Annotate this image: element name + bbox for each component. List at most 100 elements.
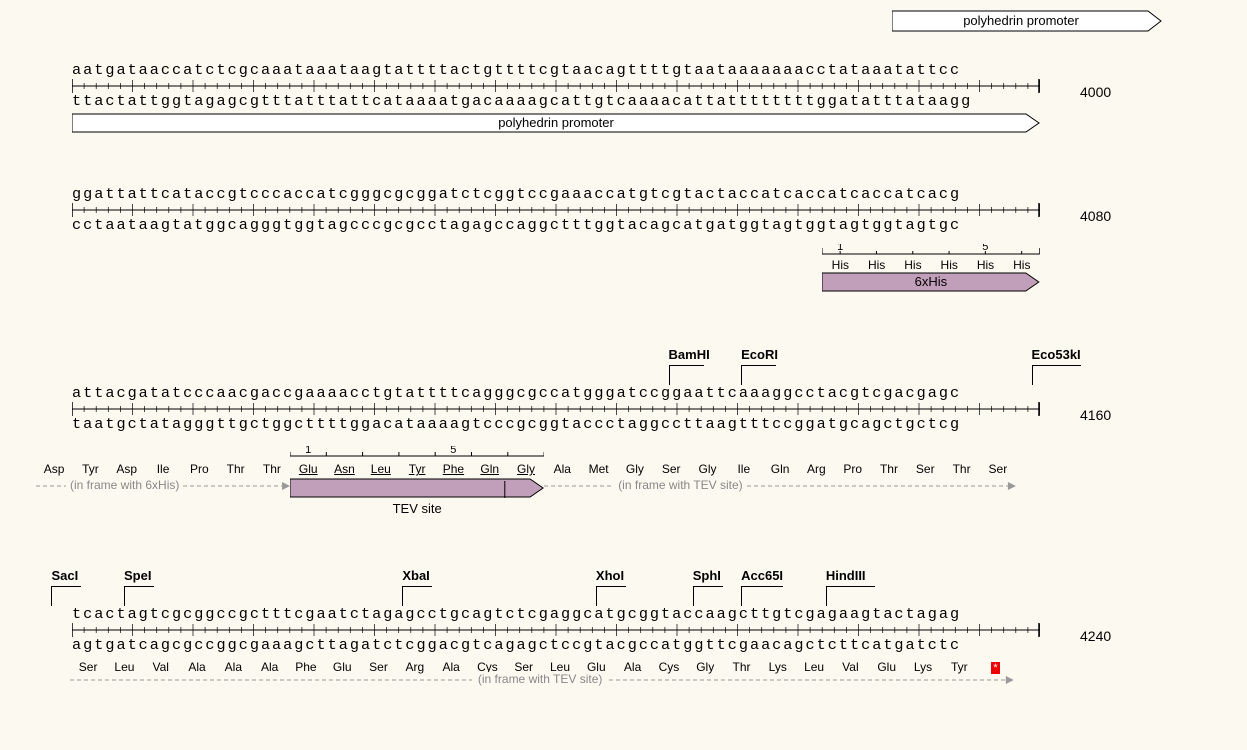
sequence-row: BamHI EcoRI Eco53kI attacgatatcccaacgaccgaa… — [20, 345, 1227, 516]
enzyme-underline — [402, 586, 432, 587]
enzyme-label: SphI — [693, 568, 721, 583]
aa-residue: Ser — [907, 462, 943, 476]
aa-residue: Gly — [689, 462, 725, 476]
aa-residue: Gln — [472, 462, 508, 476]
aa-residue: Asn — [326, 462, 362, 476]
sequence-row: SacISpeIXbaIXhoISphIAcc65IHindIIItcactag… — [20, 566, 1227, 689]
enzyme-layer: BamHIEcoRIEco53kI — [72, 345, 1040, 385]
enzyme-tick — [669, 365, 670, 385]
enzyme-tick — [741, 365, 742, 385]
svg-text:5: 5 — [450, 446, 456, 456]
ruler — [72, 402, 1040, 416]
enzyme-label: XhoI — [596, 568, 624, 583]
aa-residue: Thr — [254, 462, 290, 476]
aa-residue: Leu — [106, 660, 142, 674]
sequence-top: attacgatatcccaacgaccgaaaacctgtattttcaggg… — [72, 385, 1040, 402]
sequence-bottom: agtgatcagcgccggcgaaagcttagatctcggacgtcag… — [72, 637, 1040, 654]
enzyme-tick — [596, 586, 597, 606]
aa-residue: Ala — [179, 660, 215, 674]
aa-residue: Gly — [687, 660, 723, 674]
enzyme-label: BamHI — [669, 347, 710, 362]
aa-residue: Ala — [251, 660, 287, 674]
aa-residue: Thr — [943, 462, 979, 476]
svg-text:polyhedrin promoter: polyhedrin promoter — [498, 115, 614, 130]
aa-row: AspTyrAspIleProThrThrGluAsnLeuTyrPheGlnG… — [36, 462, 1040, 476]
frame-left: (in frame with 6xHis) — [36, 480, 290, 500]
enzyme-underline — [741, 365, 776, 366]
ruler — [72, 79, 1040, 93]
enzyme-underline — [669, 365, 704, 366]
aa-residue: Ser — [70, 660, 106, 674]
enzyme-underline — [596, 586, 626, 587]
aa-residue: Asp — [109, 462, 145, 476]
aa-residue: Asp — [36, 462, 72, 476]
aa-residue: Leu — [796, 660, 832, 674]
frame-note: (in frame with TEV site) — [472, 672, 608, 686]
frame-note: (in frame with TEV site) — [614, 478, 746, 492]
aa-residue: Thr — [217, 462, 253, 476]
aa-residue: Leu — [363, 462, 399, 476]
aa-residue: Glu — [869, 660, 905, 674]
sequence-top: tcactagtcgcggccgctttcgaatctagagcctgcagtc… — [72, 606, 1040, 623]
enzyme-label: HindIII — [826, 568, 866, 583]
aa-residue: Ala — [215, 660, 251, 674]
enzyme-underline — [741, 586, 783, 587]
aa-residue: Pro — [835, 462, 871, 476]
aa-residue: Gly — [508, 462, 544, 476]
frame-row: (in frame with TEV site) — [70, 674, 1014, 690]
ruler — [72, 623, 1040, 637]
aa-residue: Cys — [651, 660, 687, 674]
enzyme-underline — [693, 586, 723, 587]
enzyme-underline — [124, 586, 154, 587]
sequence-bottom: ttactattggtagagcgtttatttattcataaaatgacaa… — [72, 93, 1040, 110]
position-label: 4000 — [1080, 84, 1111, 100]
frame-row: (in frame with 6xHis) (in frame with TEV … — [36, 478, 1040, 501]
aa-residue: His — [858, 258, 894, 272]
enzyme-tick — [1032, 365, 1033, 385]
aa-residue: Thr — [871, 462, 907, 476]
his-ruler: 15 — [822, 244, 1040, 258]
enzyme-underline — [826, 586, 875, 587]
position-label: 4160 — [1080, 407, 1111, 423]
aa-residue: Met — [580, 462, 616, 476]
position-label: 4080 — [1080, 208, 1111, 224]
aa-residue: Glu — [290, 462, 326, 476]
aa-residue: Arg — [397, 660, 433, 674]
tev-arrow — [290, 478, 544, 501]
svg-text:6xHis: 6xHis — [915, 274, 948, 289]
enzyme-label: XbaI — [402, 568, 429, 583]
enzyme-underline — [51, 586, 81, 587]
aa-residue: Tyr — [72, 462, 108, 476]
aa-residue: Val — [832, 660, 868, 674]
aa-residue: His — [931, 258, 967, 272]
enzyme-tick — [402, 586, 403, 606]
aa-residue: Glu — [324, 660, 360, 674]
ruler — [72, 203, 1040, 217]
sequence-top: ggattattcataccgtcccaccatcgggcgcggatctcgg… — [72, 186, 1040, 203]
enzyme-tick — [741, 586, 742, 606]
aa-residue: Ser — [653, 462, 689, 476]
enzyme-label: EcoRI — [741, 347, 778, 362]
aa-residue: Lys — [905, 660, 941, 674]
enzyme-tick — [124, 586, 125, 606]
aa-residue: Ser — [360, 660, 396, 674]
aa-residue: Ser — [980, 462, 1016, 476]
enzyme-label: SacI — [51, 568, 78, 583]
enzyme-label: Eco53kI — [1032, 347, 1081, 362]
svg-text:1: 1 — [837, 244, 843, 253]
sequence-row: ggattattcataccgtcccaccatcgggcgcggatctcgg… — [20, 186, 1227, 294]
aa-residue: Lys — [760, 660, 796, 674]
sequence-bottom: cctaataagtatggcagggtggtagcccgcgcctagagcc… — [72, 217, 1040, 234]
promoter-box-top: polyhedrin promoter — [892, 10, 1162, 32]
aa-residue: His — [895, 258, 931, 272]
enzyme-tick — [693, 586, 694, 606]
frame-note: (in frame with 6xHis) — [66, 478, 183, 492]
enzyme-tick — [826, 586, 827, 606]
tev-label: TEV site — [290, 501, 544, 516]
aa-residue: Gln — [762, 462, 798, 476]
aa-residue: Arg — [798, 462, 834, 476]
sequence-top: aatgataaccatctcgcaaataaataagtattttactgtt… — [72, 62, 1040, 79]
position-label: 4240 — [1080, 628, 1111, 644]
enzyme-label: SpeI — [124, 568, 151, 583]
svg-text:5: 5 — [982, 244, 988, 253]
